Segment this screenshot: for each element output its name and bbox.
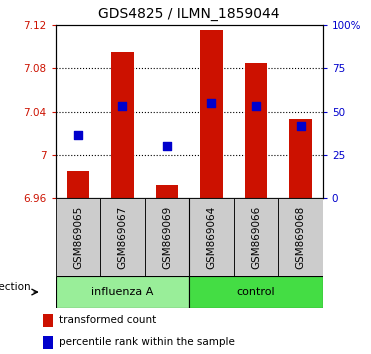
Point [253,103,259,109]
Bar [278,198,323,276]
Text: transformed count: transformed count [59,315,156,325]
Text: GSM869068: GSM869068 [296,206,305,269]
Point [75,132,81,138]
Text: influenza A: influenza A [91,287,154,297]
Bar [234,198,278,276]
Bar [111,52,134,198]
Bar [156,185,178,198]
Bar [289,119,312,198]
Bar [245,63,267,198]
Bar [43,336,53,349]
Bar [189,276,323,308]
Bar [145,198,189,276]
Bar [200,30,223,198]
Text: GSM869065: GSM869065 [73,206,83,269]
Text: percentile rank within the sample: percentile rank within the sample [59,337,235,348]
Text: GSM869064: GSM869064 [207,206,216,269]
Point [119,103,125,109]
Bar [56,276,189,308]
Point [164,143,170,149]
Bar [100,198,145,276]
Text: GSM869066: GSM869066 [251,206,261,269]
Text: infection: infection [0,282,30,292]
Bar [67,171,89,198]
Bar [43,314,53,327]
Point [298,123,303,129]
Bar [56,198,100,276]
Text: GSM869067: GSM869067 [118,206,127,269]
Title: GDS4825 / ILMN_1859044: GDS4825 / ILMN_1859044 [98,7,280,21]
Point [209,100,214,106]
Text: GSM869069: GSM869069 [162,206,172,269]
Text: control: control [237,287,275,297]
Bar [189,198,234,276]
